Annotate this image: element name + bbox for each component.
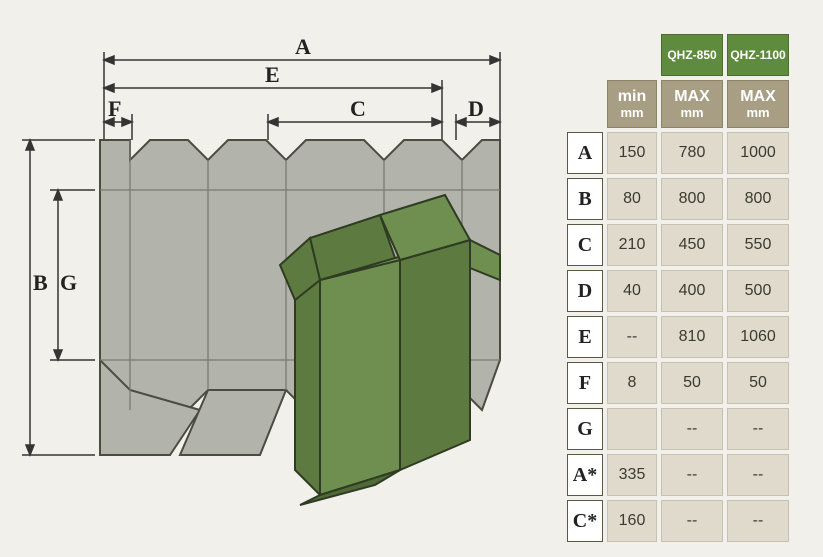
blank-cell	[607, 34, 657, 76]
label-c: C	[350, 96, 366, 121]
table-row: C210450550	[567, 224, 789, 266]
box-diagram: A E F C D B G	[0, 0, 543, 557]
row-max-1: --	[661, 500, 723, 542]
row-min: 8	[607, 362, 657, 404]
row-label: G	[567, 408, 603, 450]
label-d: D	[468, 96, 484, 121]
row-label: E	[567, 316, 603, 358]
row-max-2: 50	[727, 362, 789, 404]
label-f: F	[108, 96, 121, 121]
row-min	[607, 408, 657, 450]
row-min: 160	[607, 500, 657, 542]
max-header-2: MAX mm	[727, 80, 789, 128]
max-header-1: MAX mm	[661, 80, 723, 128]
row-label: B	[567, 178, 603, 220]
table-row: C*160----	[567, 500, 789, 542]
label-g: G	[60, 270, 77, 295]
row-max-2: 1060	[727, 316, 789, 358]
row-min: 210	[607, 224, 657, 266]
row-label: C	[567, 224, 603, 266]
model-header-1: QHZ-850	[661, 34, 723, 76]
row-max-2: --	[727, 454, 789, 496]
row-max-2: 1000	[727, 132, 789, 174]
row-min: 40	[607, 270, 657, 312]
dimensions-table: QHZ-850 QHZ-1100 min mm MAX mm MAX	[563, 30, 793, 546]
model-header-2: QHZ-1100	[727, 34, 789, 76]
row-label: F	[567, 362, 603, 404]
table-row: E--8101060	[567, 316, 789, 358]
row-max-2: 800	[727, 178, 789, 220]
erected-box	[280, 195, 500, 505]
row-max-1: 800	[661, 178, 723, 220]
row-min: --	[607, 316, 657, 358]
row-label: D	[567, 270, 603, 312]
blank-cell	[567, 80, 603, 128]
label-b: B	[33, 270, 48, 295]
table-row: B80800800	[567, 178, 789, 220]
row-max-1: 780	[661, 132, 723, 174]
row-label: A	[567, 132, 603, 174]
blank-cell	[567, 34, 603, 76]
row-label: A*	[567, 454, 603, 496]
row-max-1: 400	[661, 270, 723, 312]
row-min: 150	[607, 132, 657, 174]
table-row: F85050	[567, 362, 789, 404]
row-min: 335	[607, 454, 657, 496]
min-header: min mm	[607, 80, 657, 128]
label-a: A	[295, 34, 311, 59]
row-max-1: --	[661, 408, 723, 450]
box-dieline-svg: A E F C D B G	[0, 0, 543, 557]
row-max-1: 810	[661, 316, 723, 358]
row-max-2: --	[727, 408, 789, 450]
table-row: D40400500	[567, 270, 789, 312]
row-max-1: 450	[661, 224, 723, 266]
table-row: A1507801000	[567, 132, 789, 174]
table-row: G ----	[567, 408, 789, 450]
row-max-1: --	[661, 454, 723, 496]
row-min: 80	[607, 178, 657, 220]
label-e: E	[265, 62, 280, 87]
table-row: A*335----	[567, 454, 789, 496]
row-max-2: 500	[727, 270, 789, 312]
row-max-2: --	[727, 500, 789, 542]
row-max-1: 50	[661, 362, 723, 404]
row-label: C*	[567, 500, 603, 542]
row-max-2: 550	[727, 224, 789, 266]
